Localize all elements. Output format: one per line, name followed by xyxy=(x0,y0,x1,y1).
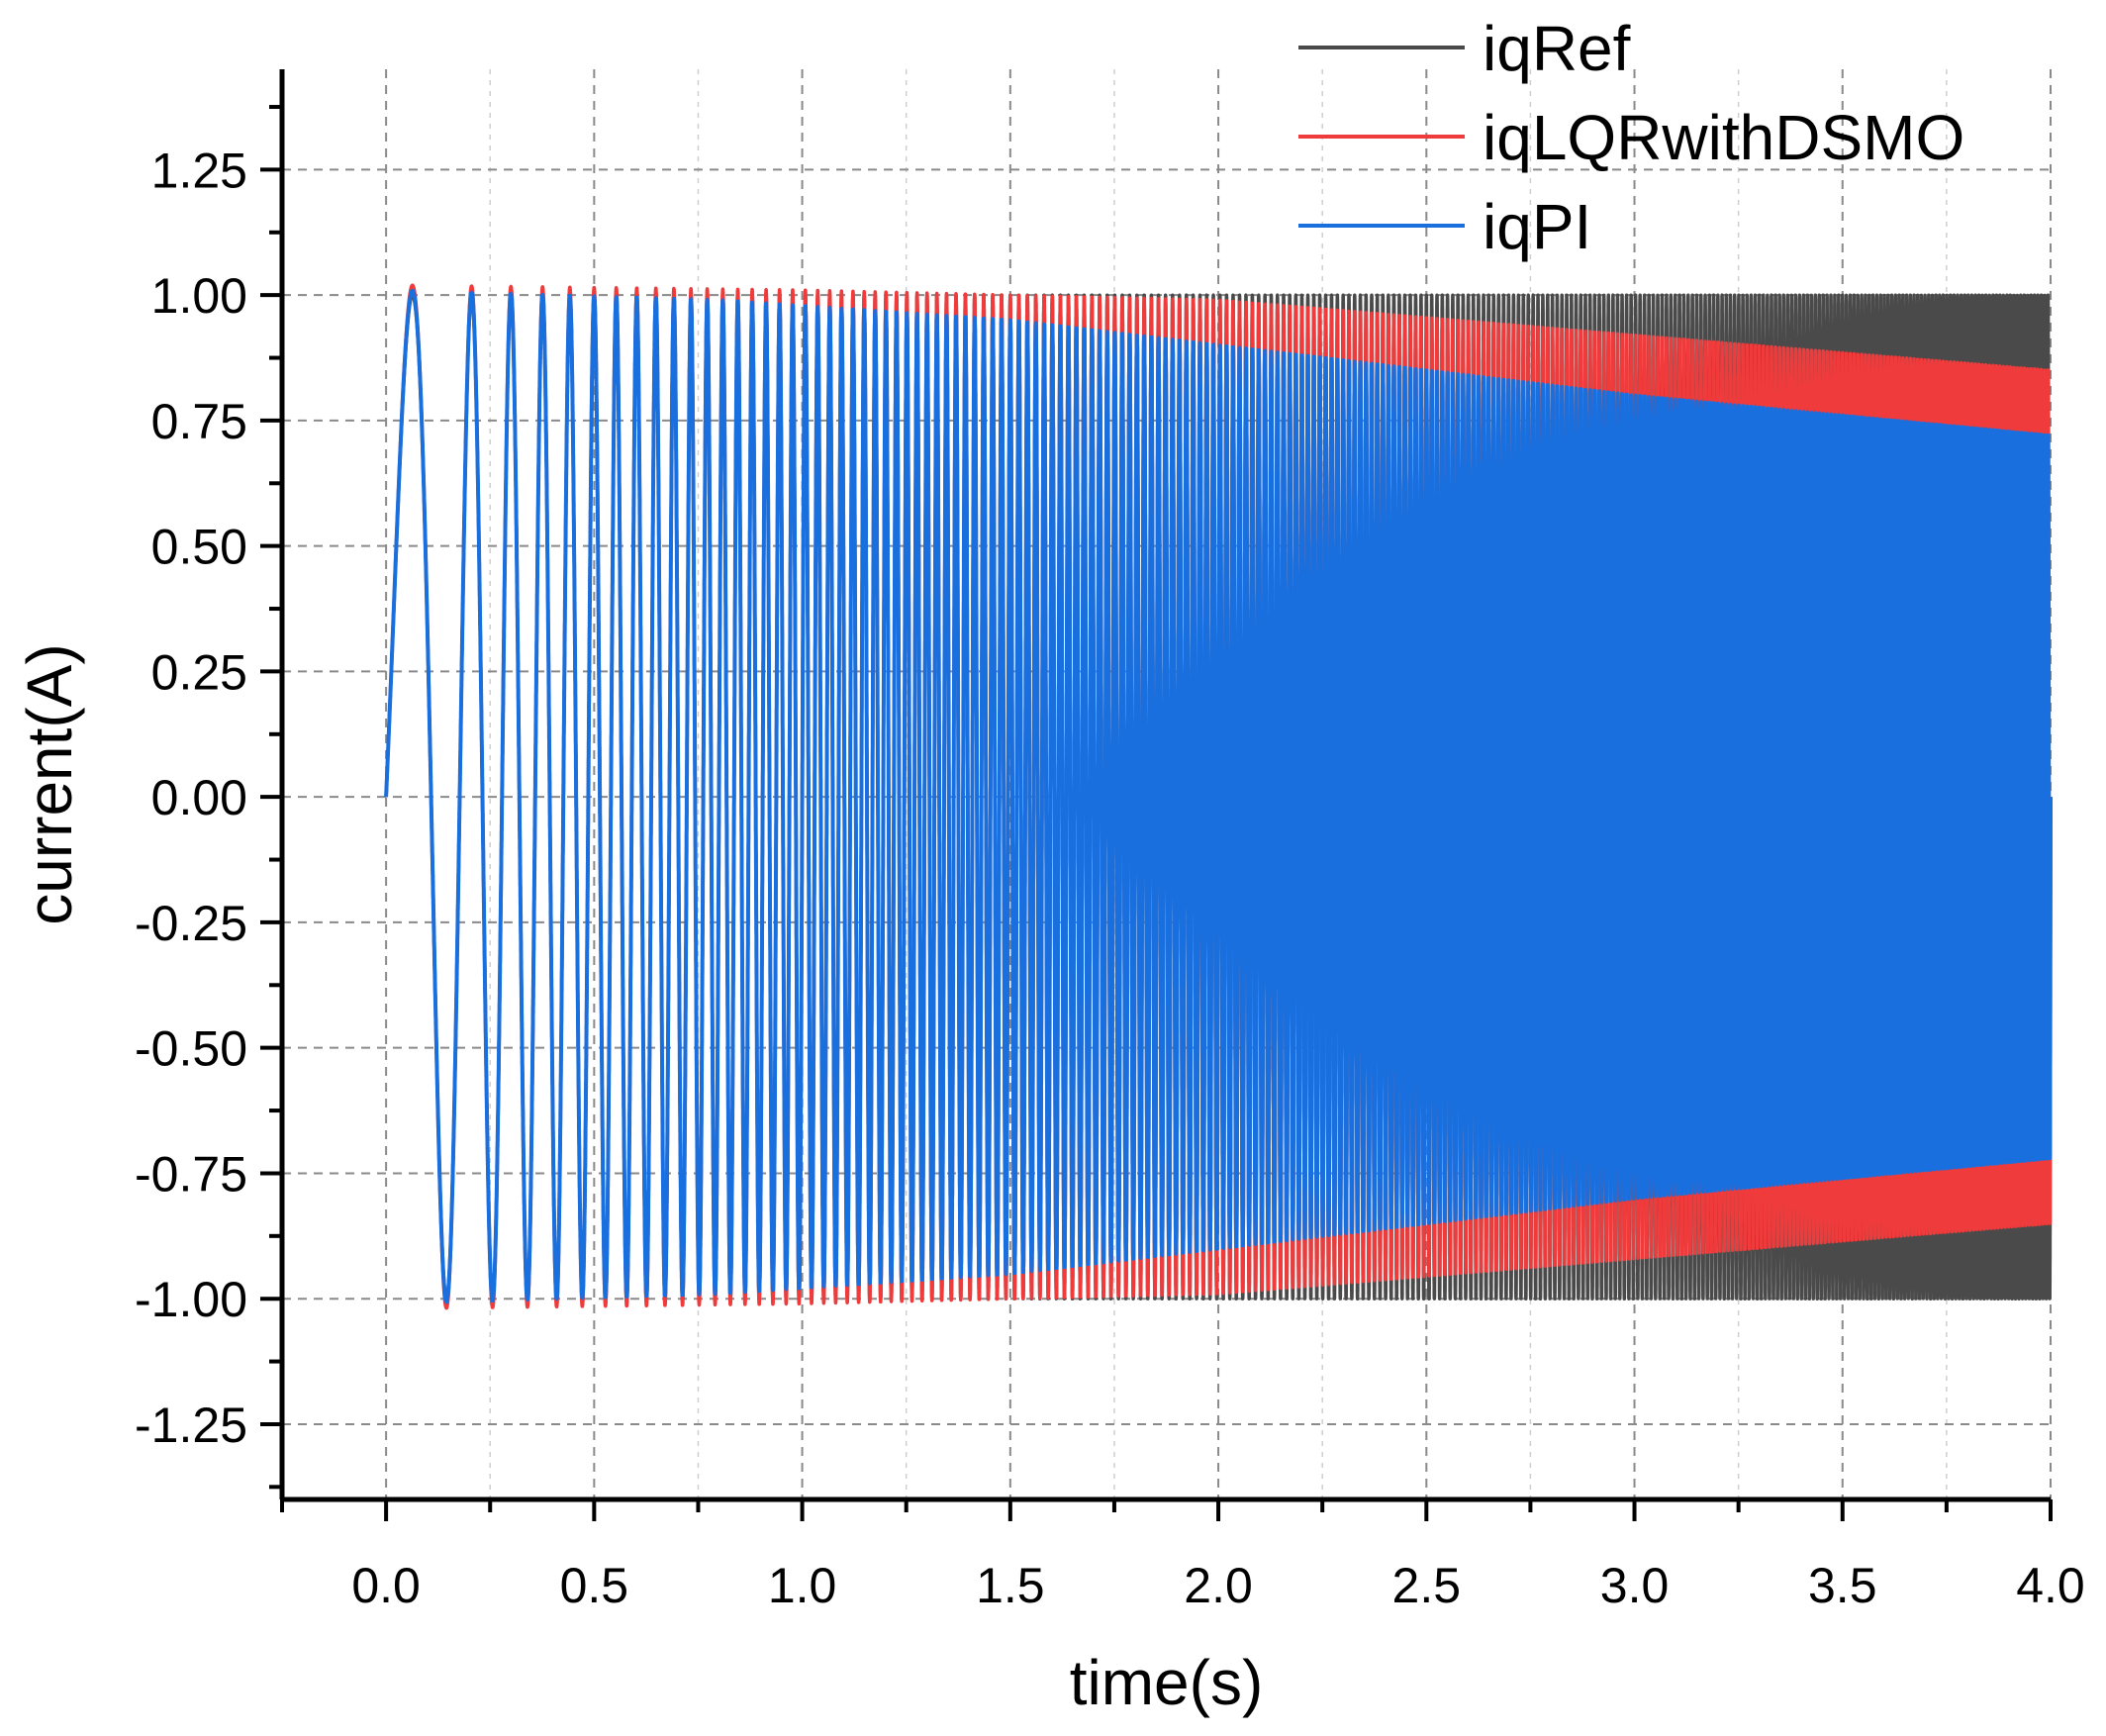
y-tick-label: 0.25 xyxy=(151,644,247,700)
legend: iqRef iqLQRwithDSMO iqPI xyxy=(1298,13,1964,262)
y-tick-label: 1.25 xyxy=(151,143,247,198)
y-axis-ticks: 1.25 1.00 0.75 0.50 0.25 0.00 -0.25 -0.50 -0.75 -… xyxy=(135,105,282,1490)
x-tick-label: 3.5 xyxy=(1808,1558,1877,1613)
y-tick-label: 0.50 xyxy=(151,520,247,575)
x-tick-label: 3.0 xyxy=(1600,1558,1670,1613)
y-tick-label: -0.75 xyxy=(135,1146,247,1202)
y-axis-title: current(A) xyxy=(14,643,85,925)
y-tick-label: 1.00 xyxy=(151,268,247,324)
axes xyxy=(279,69,2051,1502)
y-tick-label: 0.00 xyxy=(151,770,247,825)
x-tick-label: 2.5 xyxy=(1392,1558,1462,1613)
y-tick-label: -1.25 xyxy=(135,1398,247,1453)
y-tick-label: -0.50 xyxy=(135,1021,247,1077)
y-tick-label: 0.75 xyxy=(151,394,247,449)
y-tick-label: -1.00 xyxy=(135,1272,247,1327)
x-axis-title: time(s) xyxy=(1070,1647,1264,1718)
y-tick-label: -0.25 xyxy=(135,896,247,951)
x-tick-label: 0.5 xyxy=(560,1558,629,1613)
x-tick-label: 4.0 xyxy=(2016,1558,2085,1613)
x-tick-label: 1.0 xyxy=(768,1558,837,1613)
legend-label-iqLQRwithDSMO: iqLQRwithDSMO xyxy=(1483,102,1964,173)
legend-label-iqPI: iqPI xyxy=(1483,191,1591,262)
legend-label-iqRef: iqRef xyxy=(1483,13,1631,84)
x-axis-ticks: 0.0 0.5 1.0 1.5 2.0 2.5 3.0 3.5 4.0 xyxy=(280,1499,2085,1613)
x-tick-label: 2.0 xyxy=(1184,1558,1253,1613)
series-line-iqPI xyxy=(384,288,2053,1304)
series-area xyxy=(384,283,2053,1310)
x-tick-label: 0.0 xyxy=(351,1558,421,1613)
x-tick-label: 1.5 xyxy=(976,1558,1045,1613)
